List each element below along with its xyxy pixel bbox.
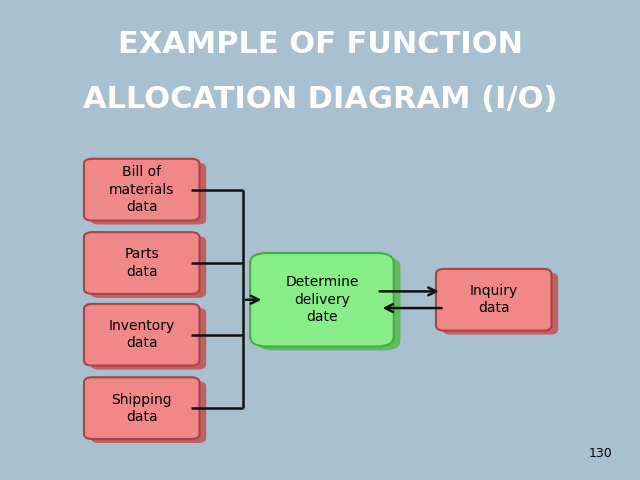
- FancyBboxPatch shape: [91, 381, 206, 443]
- FancyBboxPatch shape: [84, 232, 200, 294]
- FancyBboxPatch shape: [84, 377, 200, 439]
- Text: Parts
data: Parts data: [124, 247, 159, 279]
- FancyBboxPatch shape: [84, 159, 200, 220]
- FancyBboxPatch shape: [91, 236, 206, 298]
- Text: Inquiry
data: Inquiry data: [470, 284, 518, 315]
- Text: EXAMPLE OF FUNCTION: EXAMPLE OF FUNCTION: [118, 30, 522, 59]
- FancyBboxPatch shape: [91, 308, 206, 370]
- Text: ALLOCATION DIAGRAM (I/O): ALLOCATION DIAGRAM (I/O): [83, 84, 557, 114]
- Text: 130: 130: [588, 447, 612, 460]
- FancyBboxPatch shape: [257, 257, 401, 350]
- Text: Determine
delivery
date: Determine delivery date: [285, 276, 358, 324]
- FancyBboxPatch shape: [436, 269, 552, 331]
- FancyBboxPatch shape: [250, 253, 394, 347]
- FancyBboxPatch shape: [91, 163, 206, 225]
- FancyBboxPatch shape: [443, 273, 558, 335]
- Text: Bill of
materials
data: Bill of materials data: [109, 165, 174, 214]
- Text: Inventory
data: Inventory data: [109, 319, 175, 350]
- FancyBboxPatch shape: [84, 304, 200, 366]
- Text: Shipping
data: Shipping data: [111, 393, 172, 424]
